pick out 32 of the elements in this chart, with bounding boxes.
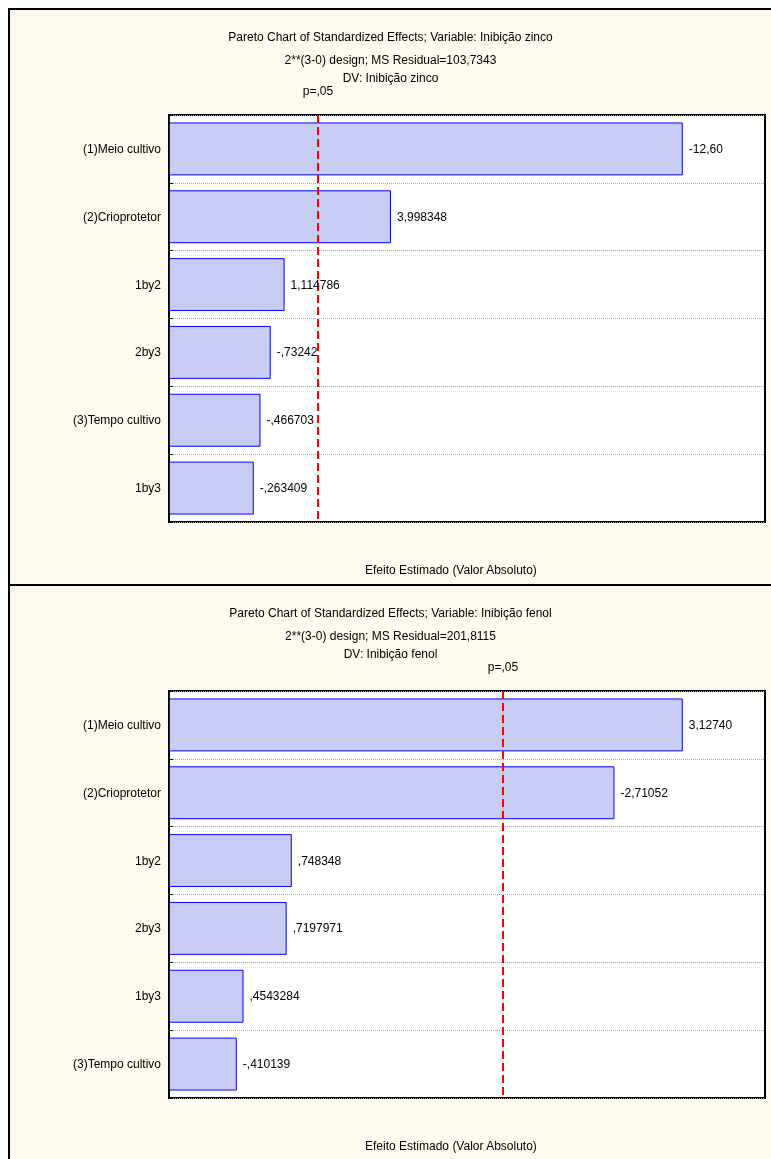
annotation: 3,998348: [396, 209, 448, 224]
annotation: -,410139: [242, 1057, 291, 1072]
y-tick-label: 1by3: [134, 989, 162, 1004]
chart-title: Pareto Chart of Standardized Effects; Variable: Inibição fenol: [229, 606, 552, 620]
y-tick-label: 1by3: [134, 481, 162, 496]
chart-subtitle: 2**(3-0) design; MS Residual=201,8115 DV: Inibição fenol: [285, 629, 497, 661]
annotation: -,73242: [276, 345, 318, 360]
x-axis-title: Efeito Estimado (Valor Absoluto): [365, 563, 537, 577]
annotation: ,4543284: [249, 989, 300, 1004]
annotation: ,748348: [297, 853, 342, 868]
chart-title: Pareto Chart of Standardized Effects; Variable: Inibição zinco: [228, 30, 554, 44]
annotation: 1,114786: [290, 277, 341, 292]
annotation: 3,12740: [688, 717, 733, 732]
y-tick-label: 2by3: [134, 921, 162, 936]
y-tick-label: 2by3: [134, 345, 162, 360]
ref-line-label: p=,05: [487, 660, 519, 674]
annotation: -2,71052: [620, 785, 669, 800]
y-tick-label: 1by2: [134, 277, 162, 292]
x-axis-title: Efeito Estimado (Valor Absoluto): [365, 1139, 537, 1153]
y-tick-label: (2)Crioprotetor: [82, 785, 161, 800]
annotation: -12,60: [688, 141, 724, 156]
annotation: -,263409: [259, 481, 308, 496]
annotation: ,7197971: [292, 921, 344, 936]
y-tick-label: (3)Tempo cultivo: [72, 1057, 162, 1072]
y-tick-label: 1by2: [134, 853, 162, 868]
y-tick-label: (2)Crioprotetor: [82, 209, 161, 224]
ref-line-label: p=,05: [302, 84, 334, 98]
annotation: -,466703: [266, 413, 315, 428]
y-tick-label: (3)Tempo cultivo: [72, 413, 162, 428]
chart-subtitle: 2**(3-0) design; MS Residual=103,7343 DV: Inibição zinco: [284, 53, 497, 85]
y-tick-label: (1)Meio cultivo: [82, 141, 162, 156]
y-tick-label: (1)Meio cultivo: [82, 717, 162, 732]
